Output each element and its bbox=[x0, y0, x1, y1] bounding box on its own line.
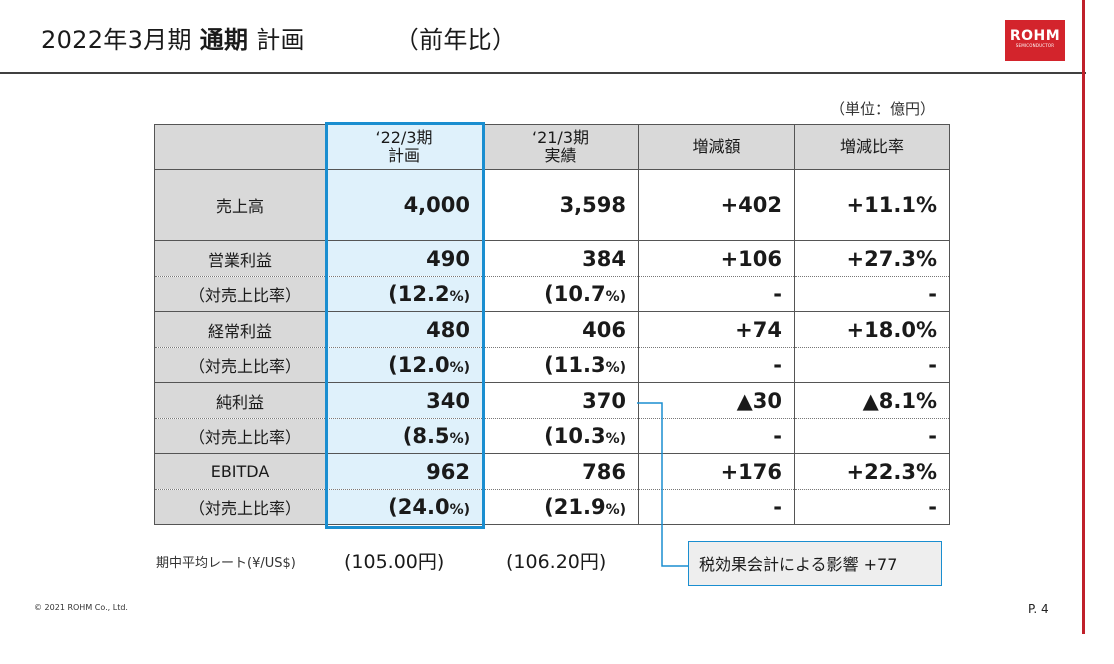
header-plan: ‘22/3期 計画 bbox=[325, 124, 483, 170]
cell-value: (10.3 bbox=[544, 424, 606, 448]
cell-plan: (12.0%) bbox=[325, 347, 483, 383]
page-title: 2022年3月期 通期 計画 （前年比） bbox=[41, 20, 516, 55]
row-label: 営業利益 bbox=[154, 240, 326, 277]
page-number: P. 4 bbox=[1028, 602, 1049, 616]
cell-plan: 480 bbox=[325, 311, 483, 348]
row-label: EBITDA bbox=[154, 453, 326, 490]
row-label: 経常利益 bbox=[154, 311, 326, 348]
header-divider bbox=[0, 72, 1086, 74]
title-rest: 計画 bbox=[256, 26, 305, 54]
title-period: 2022年3月期 bbox=[41, 26, 192, 54]
table-row: （対売上比率） (12.0%) (11.3%) - - bbox=[154, 347, 950, 383]
cell-actual: 406 bbox=[482, 311, 639, 348]
header-rate: 増減比率 bbox=[794, 124, 950, 170]
cell-actual: 384 bbox=[482, 240, 639, 277]
pct-suffix: %) bbox=[449, 502, 470, 518]
cell-rate: - bbox=[794, 418, 950, 454]
logo-sub: SEMICONDUCTOR bbox=[1015, 43, 1055, 48]
cell-rate: ▲8.1% bbox=[794, 382, 950, 419]
title-paren: （前年比） bbox=[394, 26, 517, 54]
cell-plan: (12.2%) bbox=[325, 276, 483, 312]
header-actual-line1: ‘21/3期 bbox=[531, 128, 590, 147]
cell-plan: (8.5%) bbox=[325, 418, 483, 454]
cell-rate: +27.3% bbox=[794, 240, 950, 277]
table-row: 営業利益 490 384 +106 +27.3% bbox=[154, 240, 950, 277]
pct-suffix: %) bbox=[605, 360, 626, 376]
cell-actual: 3,598 bbox=[482, 169, 639, 241]
table-row: 経常利益 480 406 +74 +18.0% bbox=[154, 311, 950, 348]
logo-name: ROHM bbox=[1009, 28, 1061, 44]
row-label: （対売上比率） bbox=[154, 489, 326, 525]
fx-rate-plan: (105.00円) bbox=[344, 551, 445, 573]
pct-suffix: %) bbox=[449, 431, 470, 447]
cell-diff: - bbox=[638, 489, 795, 525]
cell-actual: (11.3%) bbox=[482, 347, 639, 383]
pct-suffix: %) bbox=[449, 360, 470, 376]
row-label: 純利益 bbox=[154, 382, 326, 419]
cell-diff: - bbox=[638, 418, 795, 454]
cell-diff: +402 bbox=[638, 169, 795, 241]
table-row: （対売上比率） (8.5%) (10.3%) - - bbox=[154, 418, 950, 454]
pct-suffix: %) bbox=[449, 289, 470, 305]
copyright: © 2021 ROHM Co., Ltd. bbox=[34, 603, 128, 612]
cell-actual: (10.7%) bbox=[482, 276, 639, 312]
unit-label: （単位：億円） bbox=[830, 100, 936, 118]
cell-diff: ▲30 bbox=[638, 382, 795, 419]
cell-value: (12.0 bbox=[388, 353, 450, 377]
cell-diff: - bbox=[638, 347, 795, 383]
cell-rate: +18.0% bbox=[794, 311, 950, 348]
cell-actual: 786 bbox=[482, 453, 639, 490]
cell-value: (8.5 bbox=[402, 424, 450, 448]
table-row: 売上高 4,000 3,598 +402 +11.1% bbox=[154, 169, 950, 241]
title-bold: 通期 bbox=[199, 26, 249, 54]
cell-rate: - bbox=[794, 276, 950, 312]
cell-value: (12.2 bbox=[388, 282, 450, 306]
cell-value: (21.9 bbox=[544, 495, 606, 519]
cell-value: (11.3 bbox=[544, 353, 606, 377]
table-row: EBITDA 962 786 +176 +22.3% bbox=[154, 453, 950, 490]
cell-rate: +11.1% bbox=[794, 169, 950, 241]
cell-rate: +22.3% bbox=[794, 453, 950, 490]
row-label: （対売上比率） bbox=[154, 347, 326, 383]
pct-suffix: %) bbox=[605, 431, 626, 447]
pct-suffix: %) bbox=[605, 289, 626, 305]
cell-plan: 4,000 bbox=[325, 169, 483, 241]
cell-plan: (24.0%) bbox=[325, 489, 483, 525]
header-plan-line1: ‘22/3期 bbox=[375, 128, 433, 147]
rohm-logo: ROHM SEMICONDUCTOR bbox=[1005, 20, 1065, 61]
cell-diff: - bbox=[638, 276, 795, 312]
cell-rate: - bbox=[794, 489, 950, 525]
header-plan-line2: 計画 bbox=[387, 146, 420, 165]
cell-diff: +74 bbox=[638, 311, 795, 348]
tax-effect-callout: 税効果会計による影響 +77 bbox=[688, 541, 942, 586]
cell-value: (24.0 bbox=[388, 495, 450, 519]
cell-value: (10.7 bbox=[544, 282, 606, 306]
header-actual: ‘21/3期 実績 bbox=[482, 124, 639, 170]
pct-suffix: %) bbox=[605, 502, 626, 518]
cell-plan: 490 bbox=[325, 240, 483, 277]
cell-rate: - bbox=[794, 347, 950, 383]
cell-actual: (10.3%) bbox=[482, 418, 639, 454]
row-label: （対売上比率） bbox=[154, 418, 326, 454]
header-diff: 増減額 bbox=[638, 124, 795, 170]
row-label: 売上高 bbox=[154, 169, 326, 241]
fx-rate-actual: (106.20円) bbox=[506, 551, 607, 573]
fx-rate-label: 期中平均レート(¥/US$) bbox=[156, 556, 296, 571]
table-row: （対売上比率） (24.0%) (21.9%) - - bbox=[154, 489, 950, 525]
header-actual-line2: 実績 bbox=[544, 146, 577, 165]
cell-plan: 962 bbox=[325, 453, 483, 490]
right-accent-line bbox=[1082, 0, 1085, 634]
cell-diff: +176 bbox=[638, 453, 795, 490]
cell-actual: (21.9%) bbox=[482, 489, 639, 525]
